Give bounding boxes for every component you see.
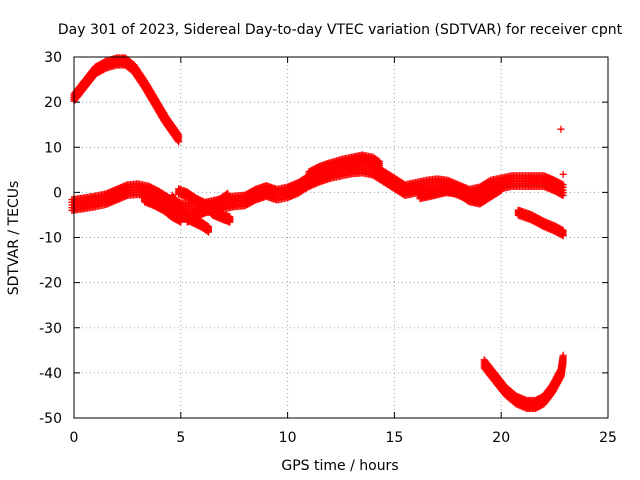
y-tick-label: -40 — [39, 366, 62, 382]
data-point — [175, 138, 183, 146]
series-arc-high-early — [70, 54, 183, 146]
data-point — [559, 192, 567, 200]
x-axis-label: GPS time / hours — [281, 458, 398, 474]
y-tick-label: -20 — [39, 276, 62, 292]
y-tick-label: -50 — [39, 411, 62, 427]
y-tick-label: 10 — [44, 140, 62, 156]
series-late-lower — [416, 181, 505, 208]
series-dip-b — [140, 192, 185, 226]
x-tick-label: 20 — [492, 430, 510, 446]
data-point — [375, 165, 383, 173]
y-tick-label: -10 — [39, 231, 62, 247]
data-points — [68, 54, 567, 413]
data-point — [497, 187, 505, 195]
data-point — [559, 232, 567, 240]
series-isolated — [557, 125, 567, 178]
series-arc-low-late — [480, 351, 567, 413]
data-point — [224, 195, 232, 203]
data-point — [177, 218, 185, 226]
series-cross-down — [175, 185, 234, 226]
x-tick-label: 5 — [176, 430, 185, 446]
y-tick-label: 0 — [53, 185, 62, 201]
y-tick-label: 30 — [44, 50, 62, 66]
x-tick-label: 15 — [385, 430, 403, 446]
y-tick-label: -30 — [39, 321, 62, 337]
ticks: 0 5 10 15 20 25 -50 -40 -30 -20 -10 0 10 20 30 — [39, 50, 617, 446]
data-point — [559, 170, 567, 178]
data-point — [226, 218, 234, 226]
y-tick-label: 20 — [44, 95, 62, 111]
y-axis-label: SDTVAR / TECUs — [6, 181, 22, 296]
x-tick-label: 10 — [279, 430, 297, 446]
data-point — [205, 228, 213, 236]
series-late-descending — [514, 206, 567, 240]
data-point — [559, 359, 567, 367]
chart-title: Day 301 of 2023, Sidereal Day-to-day VTE… — [58, 22, 623, 38]
x-tick-label: 0 — [70, 430, 79, 446]
series-mid-bump — [305, 151, 383, 183]
x-tick-label: 25 — [599, 430, 617, 446]
data-point — [557, 125, 565, 133]
